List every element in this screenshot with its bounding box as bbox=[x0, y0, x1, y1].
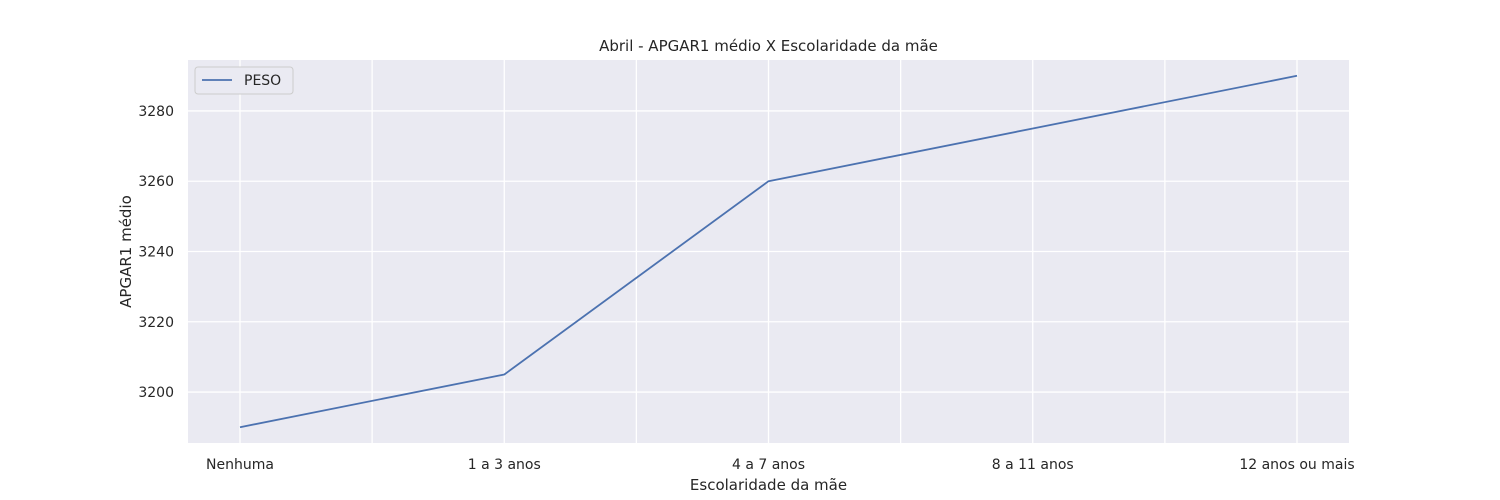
legend-box bbox=[194, 66, 294, 95]
legend-entry-label: PESO bbox=[244, 73, 281, 89]
x-axis-label: Escolaridade da mãe bbox=[690, 476, 847, 494]
x-tick-label: Nenhuma bbox=[206, 457, 274, 473]
x-tick-label: 8 a 11 anos bbox=[992, 457, 1074, 473]
y-tick-label: 3220 bbox=[138, 315, 174, 331]
y-tick-label: 3200 bbox=[138, 385, 174, 401]
x-tick-label: 12 anos ou mais bbox=[1239, 457, 1354, 473]
y-tick-label: 3240 bbox=[138, 245, 174, 261]
y-tick-label: 3280 bbox=[138, 104, 174, 120]
y-tick-labels: 3200 3220 3240 3260 3280 bbox=[138, 104, 174, 401]
grid-lines bbox=[188, 60, 1349, 443]
y-tick-label: 3260 bbox=[138, 174, 174, 190]
series-layer bbox=[239, 74, 1298, 429]
series-line-peso bbox=[239, 74, 1298, 429]
chart-title: Abril - APGAR1 médio X Escolaridade da m… bbox=[599, 37, 938, 55]
x-tick-label: 4 a 7 anos bbox=[732, 457, 805, 473]
x-tick-labels: Nenhuma 1 a 3 anos 4 a 7 anos 8 a 11 anos 12… bbox=[206, 457, 1355, 473]
y-axis-label: APGAR1 médio bbox=[117, 195, 135, 308]
legend: PESO bbox=[194, 66, 294, 95]
x-tick-label: 1 a 3 anos bbox=[468, 457, 541, 473]
